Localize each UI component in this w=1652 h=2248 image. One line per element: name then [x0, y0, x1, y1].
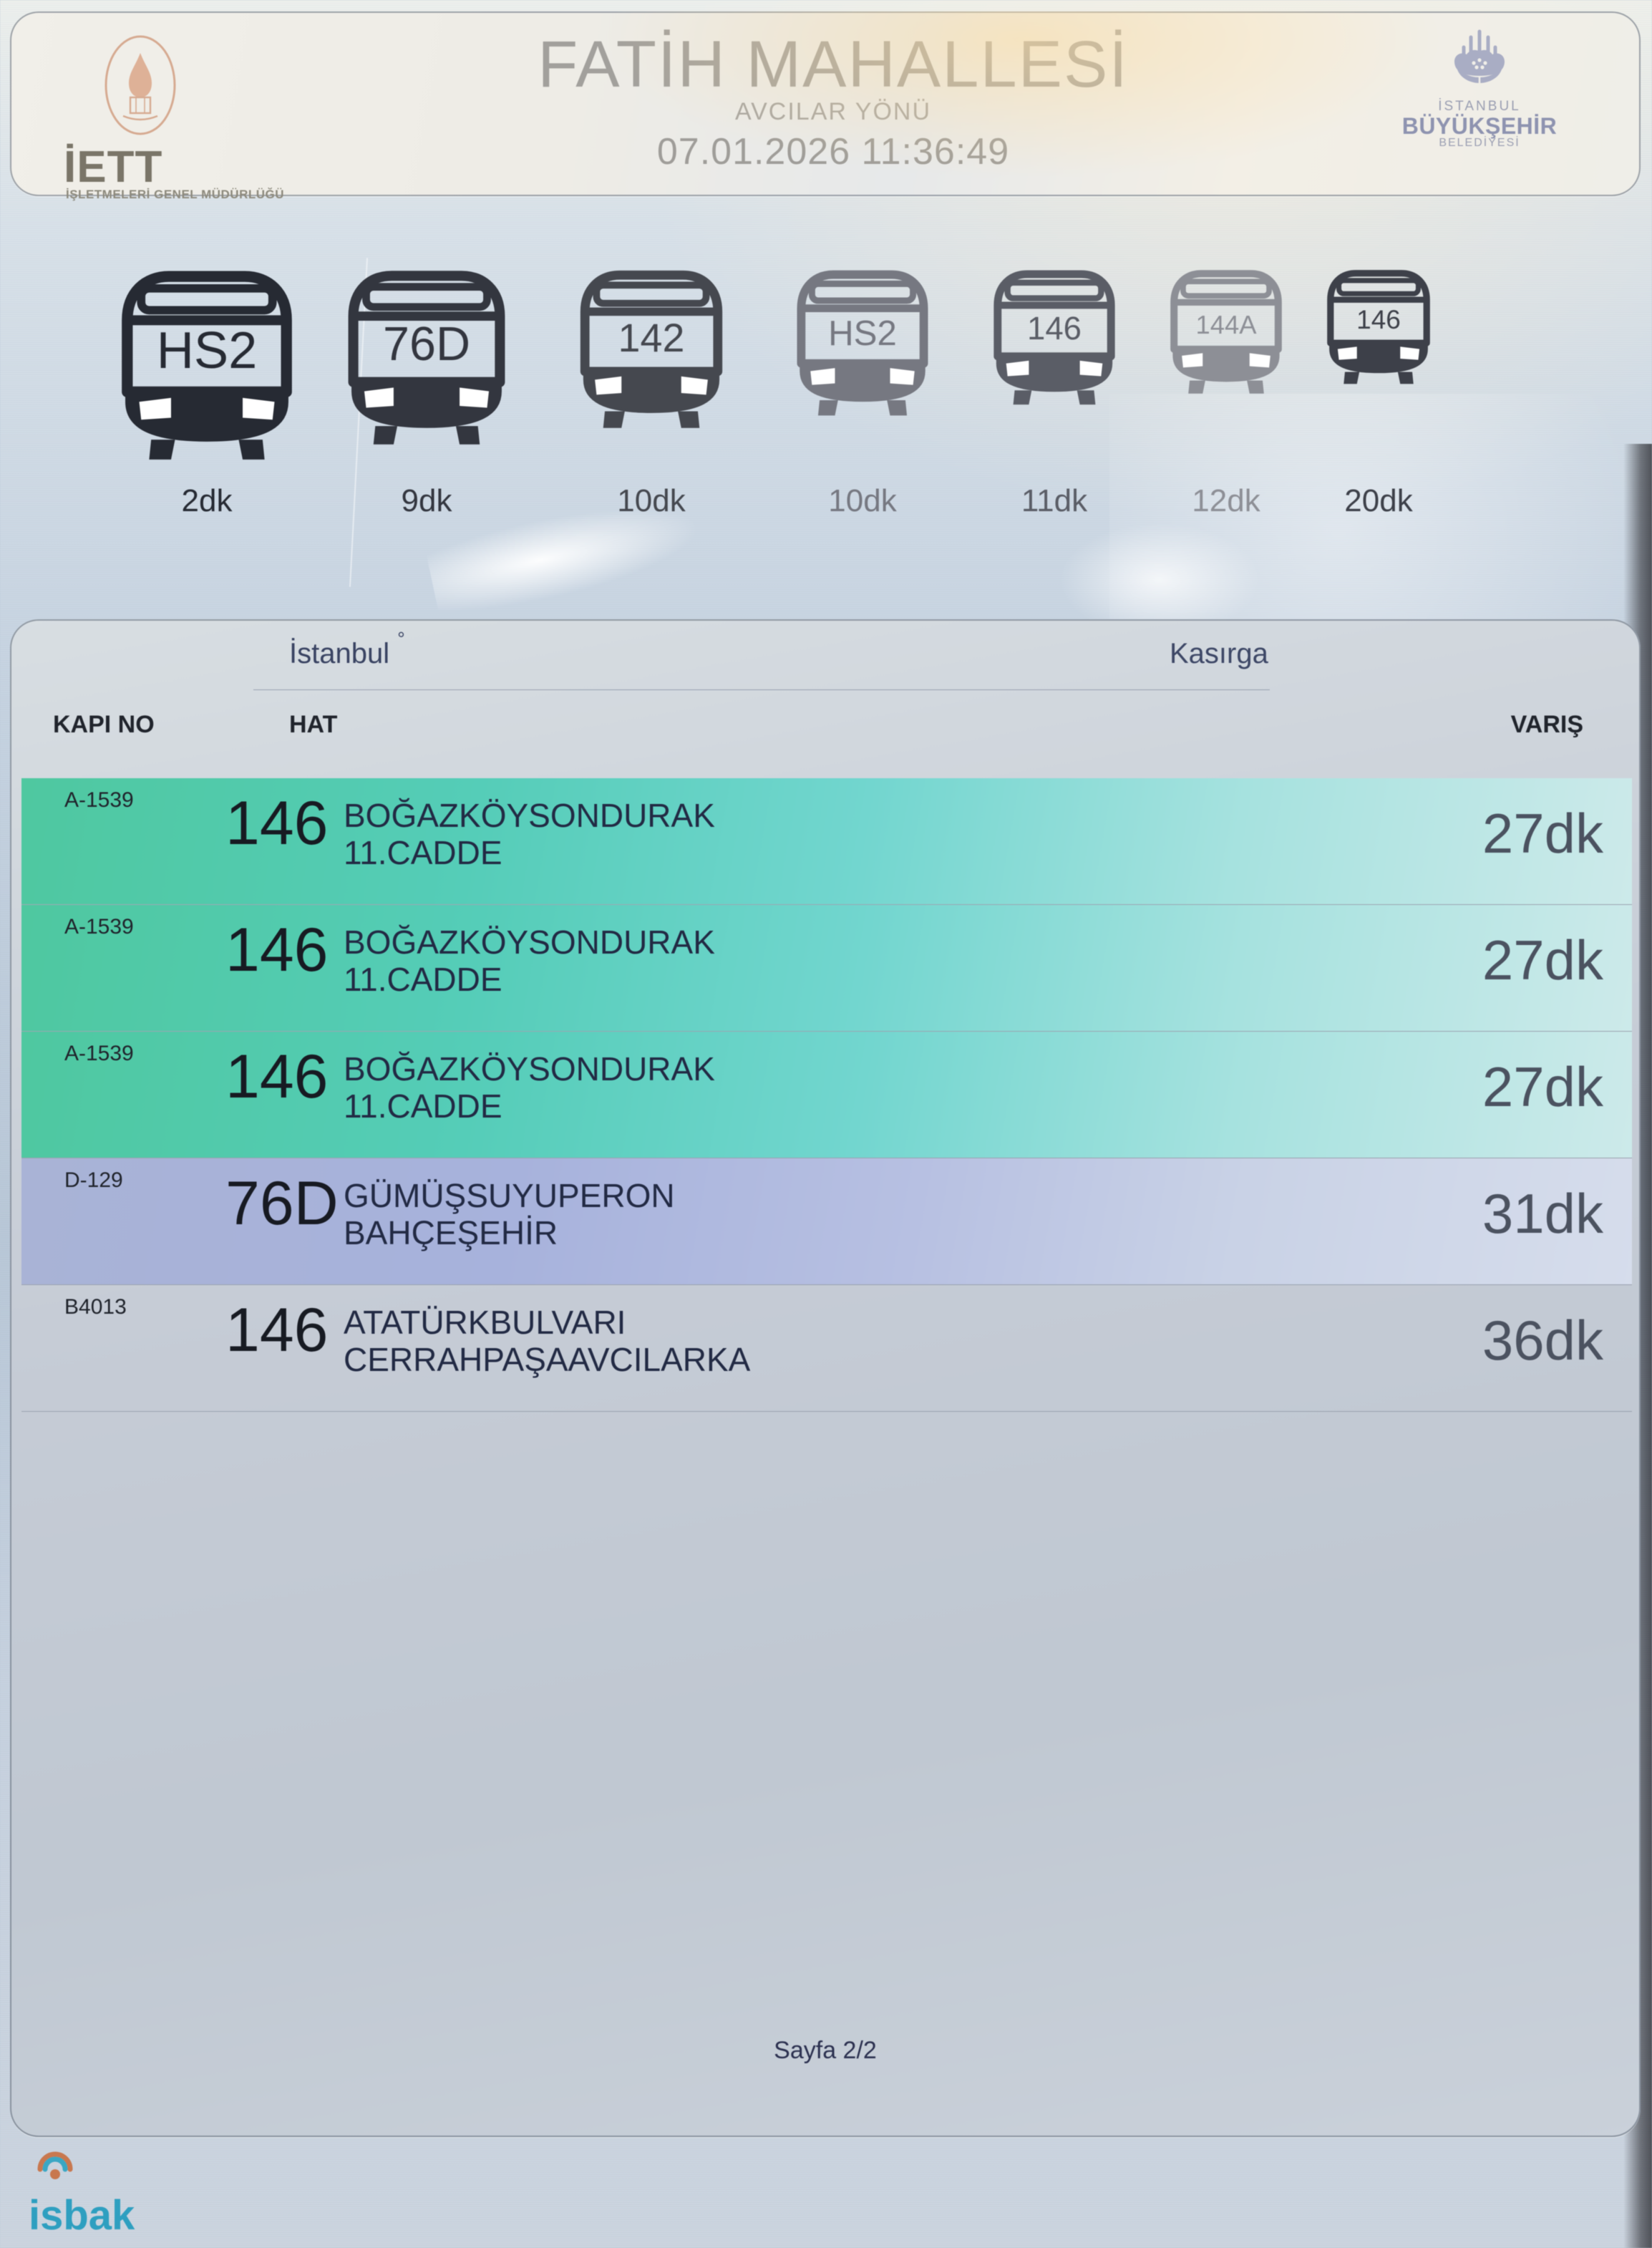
- svg-text:HS2: HS2: [157, 322, 258, 379]
- svg-text:144A: 144A: [1196, 310, 1258, 339]
- svg-text:142: 142: [618, 316, 685, 360]
- svg-text:146: 146: [1027, 310, 1082, 347]
- svg-text:146: 146: [1356, 305, 1401, 334]
- svg-text:HS2: HS2: [828, 314, 897, 353]
- svg-text:76D: 76D: [383, 318, 470, 371]
